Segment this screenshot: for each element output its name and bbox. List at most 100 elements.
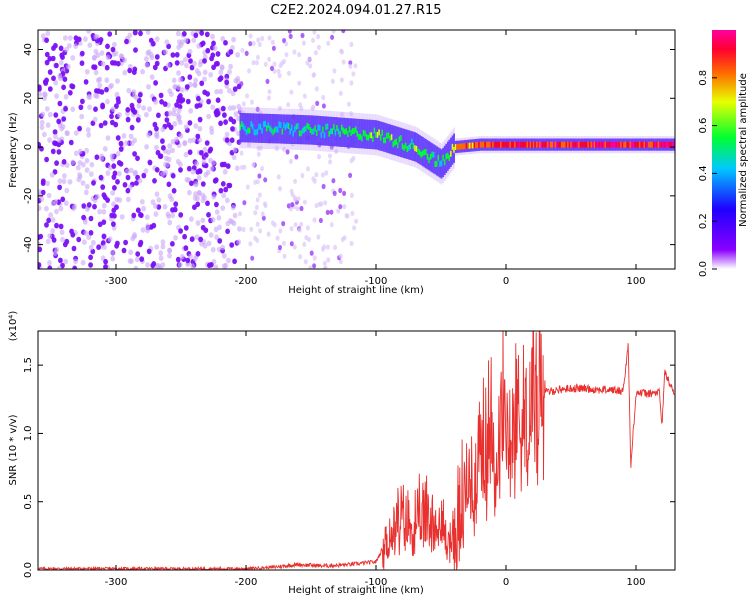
heatmap-cell-236 [91, 64, 96, 70]
heatmap-cell-907 [349, 80, 354, 86]
x-tick-label: -100 [365, 577, 388, 588]
heatmap-cell-26 [169, 196, 175, 202]
heatmap-cell-1464 [397, 121, 399, 162]
heatmap-cell-384 [51, 237, 57, 243]
heatmap-cell-1846 [595, 141, 597, 148]
y-tick-label: -40 [23, 236, 34, 252]
heatmap-cell-386 [39, 119, 45, 126]
heatmap-cell-917 [353, 63, 358, 69]
heatmap-cell-1525 [428, 157, 431, 164]
heatmap-cell-871 [109, 113, 114, 120]
heatmap-cell-755 [53, 199, 58, 205]
heatmap-cell-1251 [286, 108, 289, 150]
heatmap-cell-834 [225, 220, 231, 227]
heatmap-cell-657 [174, 136, 179, 143]
heatmap-cell-454 [237, 226, 242, 232]
heatmap-cell-1394 [361, 119, 363, 149]
heatmap-cell-1945 [646, 141, 649, 148]
heatmap-cell-1717 [528, 141, 530, 148]
heatmap-cell-1045 [275, 235, 280, 241]
heatmap-cell-986 [333, 244, 338, 251]
heatmap-cell-1600 [467, 142, 470, 149]
y-tick-label: 40 [23, 43, 34, 56]
heatmap-cell-893 [151, 261, 157, 267]
heatmap-cell-1491 [411, 125, 413, 167]
heatmap-cell-1162 [239, 124, 242, 131]
heatmap-cell-416 [44, 77, 49, 84]
heatmap-cell-742 [192, 195, 198, 201]
heatmap-cell-737 [124, 38, 129, 45]
heatmap-cell-535 [167, 110, 173, 117]
heatmap-cell-469 [79, 50, 85, 57]
heatmap-cell-1570 [451, 143, 454, 150]
heatmap-cell-1621 [478, 141, 480, 148]
heatmap-cell-1981 [665, 141, 668, 148]
heatmap-cell-1375 [350, 130, 353, 136]
heatmap-cell-1363 [344, 128, 346, 135]
heatmap-cell-1690 [514, 141, 516, 148]
heatmap-cell-262 [52, 129, 58, 135]
heatmap-cell-1289 [306, 115, 309, 145]
heatmap-cell-769 [135, 207, 141, 213]
heatmap-cell-744 [218, 187, 224, 194]
heatmap-cell-115 [233, 77, 239, 84]
heatmap-cell-1138 [248, 33, 253, 39]
heatmap-cell-587 [214, 209, 220, 215]
heatmap-cell-732 [167, 252, 172, 259]
y-tick-label: 20 [23, 92, 34, 105]
heatmap-cell-1481 [406, 129, 409, 159]
heatmap-cell-670 [57, 137, 62, 143]
heatmap-cell-812 [167, 143, 173, 149]
heatmap-cell-1532 [432, 144, 435, 174]
heatmap-cell-1474 [401, 143, 404, 150]
heatmap-cell-1855 [599, 141, 602, 148]
heatmap-cell-346 [170, 207, 175, 213]
heatmap-cell-898 [64, 46, 69, 53]
heatmap-cell-1070 [260, 35, 265, 42]
heatmap-cell-756 [192, 255, 198, 262]
heatmap-cell-418 [166, 181, 172, 188]
heatmap-cell-1642 [489, 141, 491, 148]
heatmap-cell-1524 [428, 135, 431, 177]
heatmap-cell-981 [281, 221, 286, 227]
heatmap-cell-1297 [309, 127, 312, 133]
heatmap-cell-1272 [297, 109, 299, 150]
heatmap-cell-690 [71, 245, 77, 252]
heatmap-cell-1393 [359, 133, 362, 140]
heatmap-cell-369 [152, 178, 157, 184]
colorbar: 0.0 0.2 0.4 0.6 0.8 Normalized spectral ampl… [698, 30, 749, 277]
heatmap-cell-68 [154, 191, 160, 197]
heatmap-cell-578 [110, 255, 116, 262]
heatmap-cell-1429 [378, 129, 381, 136]
heatmap-cell-958 [282, 240, 286, 246]
heatmap-cell-810 [158, 265, 163, 269]
heatmap-cell-109 [62, 76, 68, 82]
heatmap-cell-882 [172, 84, 178, 90]
colorbar-tick-label: 0.4 [698, 165, 709, 181]
heatmap-cell-352 [154, 36, 160, 42]
heatmap-cell-191 [87, 42, 93, 48]
heatmap-cell-1603 [468, 142, 471, 149]
heatmap-cell-1106 [247, 142, 251, 148]
heatmap-cell-1951 [649, 141, 652, 148]
heatmap-cell-217 [100, 184, 106, 190]
heatmap-cell-1092 [251, 40, 256, 47]
heatmap-cell-490 [38, 262, 42, 268]
heatmap-cell-398 [213, 264, 219, 269]
heatmap-cell-375 [93, 48, 99, 55]
heatmap-cell-1825 [584, 141, 587, 148]
heatmap-cell-77 [193, 123, 199, 129]
heatmap-cell-935 [266, 231, 271, 237]
heatmap-cell-1441 [384, 137, 387, 144]
heatmap-cell-1146 [253, 210, 258, 216]
heatmap-cell-703 [187, 189, 192, 196]
heatmap-cell-1948 [648, 141, 650, 148]
heatmap-cell-510 [67, 90, 73, 96]
heatmap-cell-1675 [506, 141, 509, 148]
heatmap-cell-942 [352, 225, 357, 231]
heatmap-cell-457 [83, 79, 89, 85]
heatmap-cell-437 [185, 98, 191, 105]
heatmap-cell-1244 [283, 114, 285, 144]
heatmap-cell-202 [178, 93, 183, 99]
heatmap-cell-1219 [269, 125, 271, 132]
